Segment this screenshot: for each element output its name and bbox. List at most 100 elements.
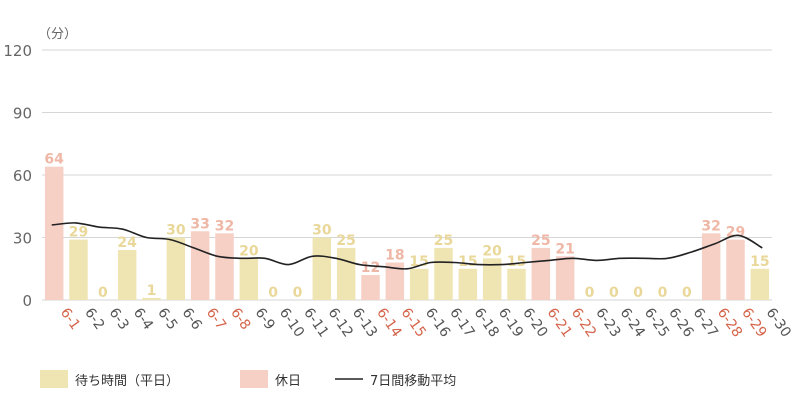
data-label: 30 <box>166 223 186 239</box>
bar-weekday <box>750 268 770 300</box>
data-label: 18 <box>385 248 404 264</box>
x-axis: 6-16-26-36-46-56-66-76-86-96-106-116-126… <box>57 305 794 340</box>
bar-holiday <box>701 233 721 300</box>
data-label: 0 <box>98 285 108 301</box>
bar-holiday <box>361 275 380 300</box>
y-tick-label: 60 <box>13 167 32 185</box>
x-tick-label: 6-27 <box>690 305 721 340</box>
bar-holiday <box>555 256 575 300</box>
bar-weekday <box>142 297 161 300</box>
x-tick-label: 6-12 <box>325 305 356 340</box>
y-tick-label: 120 <box>3 42 32 60</box>
data-label: 0 <box>609 285 619 301</box>
x-tick-label: 6-5 <box>154 305 180 333</box>
data-label: 0 <box>682 285 692 301</box>
x-tick-label: 6-6 <box>179 305 205 333</box>
y-tick-label: 90 <box>13 105 32 123</box>
data-label: 25 <box>531 233 550 249</box>
x-tick-label: 6-20 <box>519 305 550 340</box>
x-tick-label: 6-24 <box>617 305 648 340</box>
bar-weekday <box>312 237 332 300</box>
x-tick-label: 6-25 <box>641 305 672 340</box>
x-tick-label: 6-30 <box>763 305 794 340</box>
x-tick-label: 6-19 <box>495 305 526 340</box>
legend-swatch-weekday <box>40 370 68 388</box>
data-label: 1 <box>147 283 157 299</box>
data-label: 15 <box>507 254 526 270</box>
data-label: 64 <box>44 152 64 168</box>
bar-weekday <box>458 268 478 300</box>
y-tick-label: 0 <box>22 292 32 310</box>
x-tick-label: 6-10 <box>276 305 307 340</box>
data-label: 15 <box>409 254 428 270</box>
data-label: 32 <box>701 218 720 234</box>
data-label: 0 <box>658 285 668 301</box>
x-tick-label: 6-22 <box>568 305 599 340</box>
bar-holiday <box>44 166 64 300</box>
x-tick-label: 6-16 <box>422 305 453 340</box>
bar-weekday <box>336 247 356 300</box>
x-tick-label: 6-9 <box>252 305 278 333</box>
data-label: 24 <box>117 235 137 251</box>
x-tick-label: 6-3 <box>106 305 132 333</box>
data-label: 25 <box>434 233 453 249</box>
y-axis: 0 30 60 90 120 <box>3 42 32 310</box>
y-unit-label: （分） <box>38 27 77 42</box>
gridlines <box>42 49 772 301</box>
data-label: 21 <box>555 241 574 257</box>
data-label: 32 <box>215 218 234 234</box>
data-label: 0 <box>293 285 303 301</box>
data-label: 20 <box>482 243 502 259</box>
data-label: 29 <box>69 225 88 241</box>
bar-weekday <box>434 247 453 300</box>
x-tick-label: 6-1 <box>57 305 83 333</box>
data-label: 15 <box>458 254 477 270</box>
legend-swatch-holiday <box>240 370 268 388</box>
bar-holiday <box>726 239 745 300</box>
x-tick-label: 6-2 <box>81 305 107 333</box>
bars <box>44 166 770 300</box>
x-tick-label: 6-14 <box>373 305 404 340</box>
data-label: 0 <box>633 285 643 301</box>
moving-average-path <box>51 222 763 270</box>
data-label: 15 <box>750 254 769 270</box>
bar-weekday <box>117 250 137 300</box>
x-tick-label: 6-15 <box>398 305 429 340</box>
x-tick-label: 6-4 <box>130 305 156 333</box>
x-tick-label: 6-23 <box>592 305 623 340</box>
legend-label-moving-average: 7日間移動平均 <box>370 374 456 389</box>
bar-holiday <box>215 233 234 300</box>
bar-weekday <box>239 258 259 300</box>
data-label: 0 <box>268 285 278 301</box>
x-tick-label: 6-17 <box>446 305 477 340</box>
legend-label-weekday: 待ち時間（平日） <box>75 374 179 389</box>
x-tick-label: 6-18 <box>471 305 502 340</box>
x-tick-label: 6-11 <box>300 305 331 340</box>
moving-average-line <box>51 222 763 270</box>
bar-holiday <box>190 231 210 300</box>
x-tick-label: 6-7 <box>203 305 229 333</box>
bar-weekday <box>166 237 186 300</box>
y-tick-label: 30 <box>13 230 32 248</box>
data-label: 33 <box>190 216 209 232</box>
bar-weekday <box>482 258 502 300</box>
data-label: 12 <box>361 260 380 276</box>
x-tick-label: 6-13 <box>349 305 380 340</box>
data-label: 0 <box>585 285 595 301</box>
bar-weekday <box>409 268 429 300</box>
bar-weekday <box>69 239 88 300</box>
bar-holiday <box>385 262 405 300</box>
data-label: 25 <box>336 233 355 249</box>
x-tick-label: 6-29 <box>738 305 769 340</box>
x-tick-label: 6-26 <box>665 305 696 340</box>
x-tick-label: 6-8 <box>227 305 253 333</box>
bar-weekday <box>507 268 526 300</box>
x-tick-label: 6-21 <box>544 305 575 340</box>
x-tick-label: 6-28 <box>714 305 745 340</box>
legend: 待ち時間（平日） 休日 7日間移動平均 <box>40 370 456 389</box>
data-label: 20 <box>239 243 259 259</box>
legend-label-holiday: 休日 <box>275 374 301 389</box>
